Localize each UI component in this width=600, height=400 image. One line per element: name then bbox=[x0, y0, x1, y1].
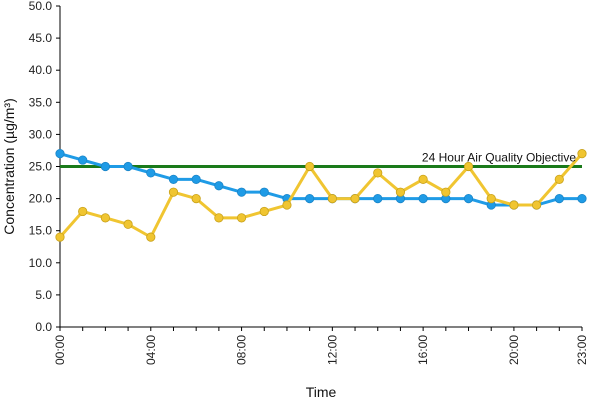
data-point bbox=[259, 187, 269, 197]
x-tick-label: 23:00 bbox=[575, 335, 589, 365]
y-tick-label: 50.0 bbox=[29, 0, 53, 13]
data-point bbox=[168, 174, 179, 184]
y-tick-label: 25.0 bbox=[29, 160, 53, 174]
data-point bbox=[463, 194, 474, 204]
data-point bbox=[55, 149, 65, 159]
y-axis-title: Concentration (µg/m³) bbox=[1, 98, 17, 234]
data-point bbox=[441, 187, 451, 197]
data-point bbox=[236, 187, 247, 197]
data-point bbox=[509, 200, 519, 210]
data-point bbox=[373, 168, 383, 178]
data-point bbox=[55, 232, 65, 242]
data-point bbox=[554, 174, 564, 184]
data-point bbox=[100, 161, 110, 172]
data-point bbox=[554, 194, 564, 204]
data-point bbox=[146, 168, 156, 178]
data-point bbox=[305, 194, 315, 204]
data-point bbox=[373, 194, 383, 204]
objective-label: 24 Hour Air Quality Objective bbox=[422, 151, 576, 165]
data-point bbox=[282, 200, 292, 210]
x-tick-label: 20:00 bbox=[507, 335, 521, 365]
x-tick-label: 04:00 bbox=[144, 335, 158, 365]
y-axis-ticks: 0.0 5.0 10.0 15.0 20.0 25.0 30.0 35.0 40.0 45.0 50… bbox=[29, 0, 60, 334]
y-tick-label: 5.0 bbox=[35, 288, 52, 302]
data-point bbox=[327, 194, 337, 204]
data-point bbox=[463, 161, 474, 172]
data-point bbox=[78, 206, 88, 217]
data-point bbox=[236, 213, 247, 223]
x-axis-ticks: 00:00 04:00 08:00 12:00 16:00 20:00 23:00 bbox=[53, 327, 589, 365]
y-tick-label: 35.0 bbox=[29, 95, 53, 109]
data-point bbox=[577, 194, 587, 204]
data-point bbox=[214, 181, 224, 191]
data-point bbox=[486, 194, 496, 204]
data-point bbox=[305, 161, 315, 172]
data-point bbox=[418, 194, 428, 204]
y-tick-label: 15.0 bbox=[29, 224, 53, 238]
x-axis-title: Time bbox=[306, 384, 337, 400]
y-tick-label: 0.0 bbox=[35, 320, 52, 334]
y-tick-label: 10.0 bbox=[29, 256, 53, 270]
data-point bbox=[146, 232, 156, 242]
data-point bbox=[418, 174, 428, 184]
data-point bbox=[350, 194, 360, 204]
data-point bbox=[214, 213, 224, 223]
data-point bbox=[100, 213, 110, 223]
data-point bbox=[395, 187, 406, 197]
data-point bbox=[532, 200, 542, 210]
x-tick-label: 16:00 bbox=[416, 335, 430, 365]
y-tick-label: 30.0 bbox=[29, 127, 53, 141]
x-tick-label: 00:00 bbox=[53, 335, 67, 365]
data-point bbox=[191, 174, 201, 184]
data-point bbox=[191, 194, 201, 204]
x-tick-label: 08:00 bbox=[235, 335, 249, 365]
data-point bbox=[259, 206, 269, 217]
y-tick-label: 40.0 bbox=[29, 63, 53, 77]
x-tick-label: 12:00 bbox=[325, 335, 339, 365]
series-layer bbox=[55, 149, 587, 242]
data-point bbox=[577, 149, 587, 159]
y-tick-label: 20.0 bbox=[29, 192, 53, 206]
data-point bbox=[123, 219, 133, 229]
y-tick-label: 45.0 bbox=[29, 31, 53, 45]
data-point bbox=[168, 187, 179, 197]
series-2 bbox=[55, 149, 587, 242]
data-point bbox=[123, 161, 133, 172]
data-point bbox=[78, 155, 88, 165]
